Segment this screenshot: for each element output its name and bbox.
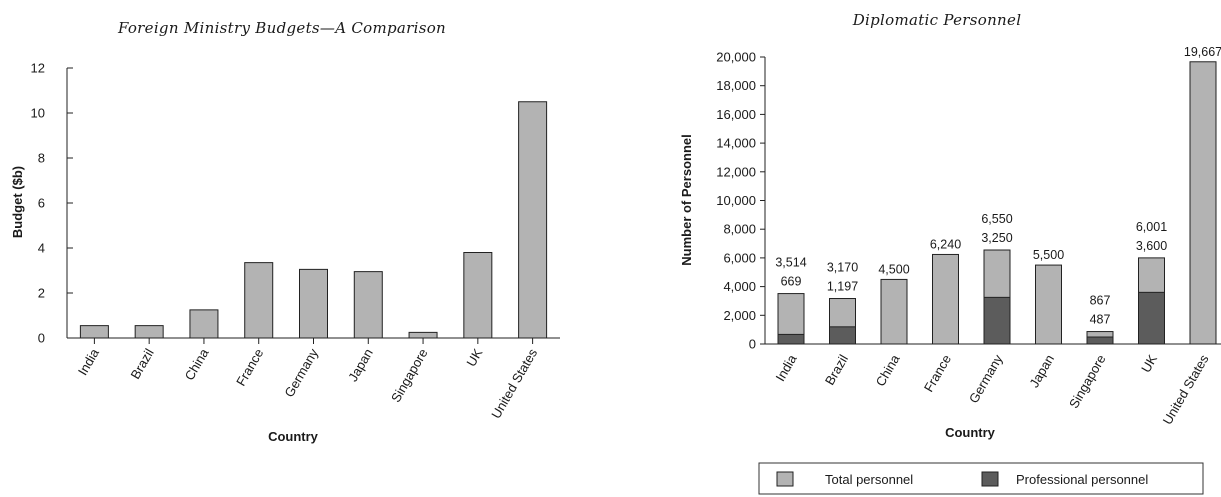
personnel-y-tick-label: 16,000 <box>716 107 756 122</box>
personnel-professional-bar-india <box>777 333 805 345</box>
budget-category-label: France <box>233 346 266 389</box>
personnel-total-label: 19,667 <box>1184 45 1221 59</box>
personnel-total-bar-france <box>932 253 959 345</box>
personnel-professional-label: 1,197 <box>827 280 858 294</box>
personnel-professional-bar-brazil <box>829 326 856 345</box>
personnel-total-label: 3,514 <box>775 256 806 270</box>
personnel-professional-bar-singapore <box>1086 336 1114 345</box>
personnel-total-bar-china <box>880 278 908 345</box>
personnel-chart: Diplomatic Personnel Number of Personnel… <box>679 11 1221 495</box>
personnel-total-label: 6,550 <box>981 212 1012 226</box>
personnel-professional-label: 3,600 <box>1136 239 1167 253</box>
personnel-category-label: China <box>873 351 903 389</box>
personnel-category-label: Singapore <box>1066 352 1109 411</box>
budget-chart: Foreign Ministry Budgets—A Comparison Bu… <box>10 19 560 444</box>
personnel-legend: Total personnel Professional personnel <box>758 462 1204 495</box>
budget-y-tick-label: 0 <box>38 331 45 346</box>
personnel-y-tick-label: 14,000 <box>716 136 756 151</box>
budget-bar-singapore <box>408 331 438 339</box>
legend-label-professional: Professional personnel <box>1016 472 1148 487</box>
personnel-category-label: India <box>773 351 800 384</box>
budget-bar-japan <box>353 271 383 339</box>
personnel-y-tick-label: 4,000 <box>723 279 756 294</box>
personnel-total-label: 5,500 <box>1033 248 1064 262</box>
personnel-total-label: 3,170 <box>827 261 858 275</box>
personnel-category-label: UK <box>1138 352 1160 375</box>
personnel-category-label: Germany <box>966 352 1006 406</box>
budget-chart-title: Foreign Ministry Budgets—A Comparison <box>117 19 446 37</box>
personnel-category-label: United States <box>1160 352 1212 428</box>
personnel-total-label: 6,001 <box>1136 220 1167 234</box>
personnel-y-tick-label: 20,000 <box>716 50 756 65</box>
personnel-data-labels: 3,514 669 3,170 1,197 4,500 6,240 6,550 3,250 5,… <box>775 45 1221 327</box>
budget-bar-uk <box>463 252 493 339</box>
personnel-y-tick-label: 2,000 <box>723 308 756 323</box>
personnel-total-bar-united-states <box>1189 61 1217 345</box>
budget-category-labels: India Brazil China France Germany Japan Singap… <box>75 338 540 422</box>
personnel-y-tick-label: 0 <box>749 337 756 352</box>
personnel-category-label: Brazil <box>822 352 851 388</box>
legend-frame <box>758 462 1204 495</box>
personnel-y-tick-label: 18,000 <box>716 78 756 93</box>
budget-y-tick-label: 12 <box>31 61 45 76</box>
personnel-chart-title: Diplomatic Personnel <box>852 11 1022 29</box>
personnel-total-label: 867 <box>1090 294 1111 308</box>
budget-y-tick-label: 4 <box>38 241 45 256</box>
personnel-category-label: France <box>921 352 954 395</box>
budget-bar-india <box>79 325 109 339</box>
budget-bar-brazil <box>134 325 164 339</box>
personnel-y-tick-label: 6,000 <box>723 250 756 265</box>
budget-category-label: Singapore <box>388 346 431 405</box>
legend-swatch-total <box>776 471 794 487</box>
personnel-professional-bar-uk <box>1138 291 1165 345</box>
budget-category-label: UK <box>463 346 485 369</box>
personnel-y-tick-label: 12,000 <box>716 164 756 179</box>
budget-y-tick-label: 10 <box>31 106 45 121</box>
budget-category-label: Japan <box>345 346 376 384</box>
budget-y-tick-label: 2 <box>38 286 45 301</box>
personnel-bars <box>777 61 1217 345</box>
budget-y-axis-label: Budget ($b) <box>10 166 25 238</box>
budget-bar-france <box>244 262 274 339</box>
personnel-y-tick-label: 8,000 <box>723 222 756 237</box>
budget-bars <box>79 101 548 339</box>
personnel-professional-label: 669 <box>781 275 802 289</box>
budget-y-tick-label: 8 <box>38 151 45 166</box>
budget-y-tick-label: 6 <box>38 196 45 211</box>
personnel-total-bar-japan <box>1035 264 1062 345</box>
personnel-professional-bar-germany <box>983 296 1011 345</box>
budget-bar-china <box>189 309 219 339</box>
personnel-total-label: 4,500 <box>878 262 909 276</box>
budget-category-label: Germany <box>281 346 321 400</box>
personnel-x-axis-label: Country <box>945 425 996 440</box>
personnel-category-label: Japan <box>1026 352 1057 390</box>
budget-bar-united-states <box>518 101 548 339</box>
budget-bar-germany <box>299 268 328 339</box>
budget-category-label: India <box>75 345 102 378</box>
legend-label-total: Total personnel <box>825 472 913 487</box>
budget-category-label: Brazil <box>128 346 157 382</box>
budget-category-label: United States <box>488 346 540 422</box>
personnel-professional-label: 3,250 <box>981 231 1012 245</box>
legend-swatch-professional <box>981 471 999 487</box>
personnel-total-label: 6,240 <box>930 237 961 251</box>
budget-x-axis-label: Country <box>268 429 319 444</box>
personnel-professional-label: 487 <box>1090 313 1111 327</box>
personnel-category-labels: India Brazil China France Germany Japan Singap… <box>773 351 1212 427</box>
personnel-y-axis-label: Number of Personnel <box>679 134 694 265</box>
personnel-y-tick-label: 10,000 <box>716 193 756 208</box>
budget-category-label: China <box>182 345 212 383</box>
